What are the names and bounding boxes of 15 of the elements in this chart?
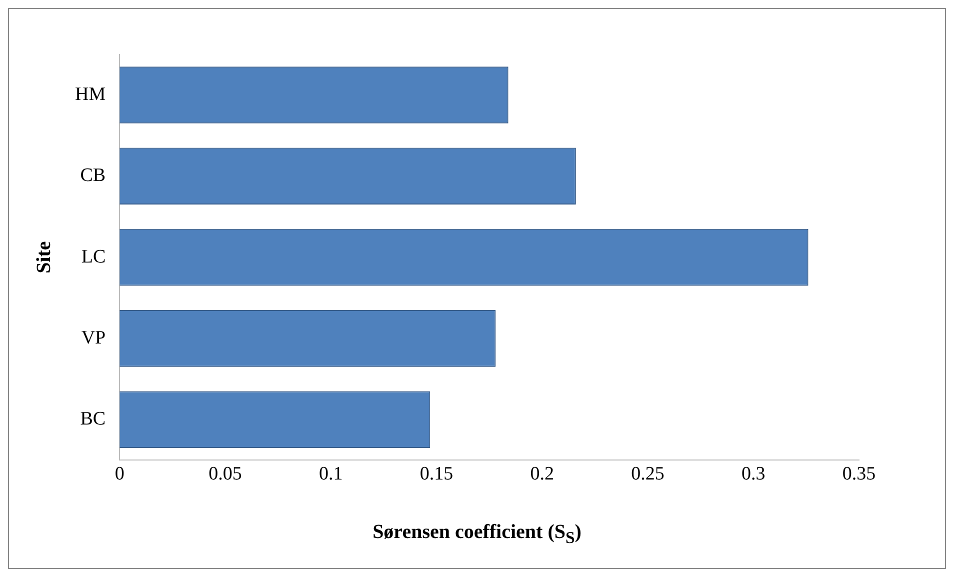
x-tick-label: 0.3	[742, 464, 766, 485]
y-tick-label: CB	[80, 165, 106, 186]
x-tick-label: 0.15	[420, 464, 454, 485]
y-axis-title: Site	[33, 241, 56, 274]
x-tick-label: 0.2	[530, 464, 554, 485]
y-tick-label: LC	[81, 246, 106, 268]
y-tick-label: HM	[74, 84, 106, 105]
x-tick-label: 0.1	[318, 464, 343, 485]
x-tick-label: 0.25	[631, 464, 664, 485]
y-tick-label: VP	[81, 327, 106, 348]
x-tick-label: 0.35	[842, 464, 876, 485]
y-tick-label: BC	[80, 408, 106, 430]
x-tick-label: 0	[114, 464, 124, 485]
x-axis-title: Sørensen coefficient (S$_{S}$)	[372, 521, 582, 548]
x-tick-label: 0.05	[208, 464, 242, 485]
